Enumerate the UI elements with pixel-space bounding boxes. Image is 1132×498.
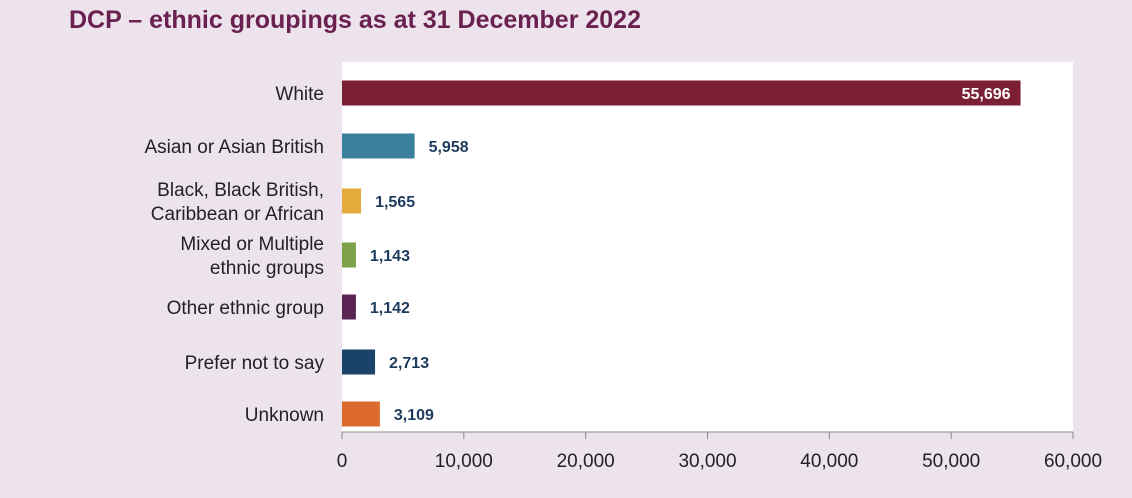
data-label: 5,958: [429, 139, 469, 156]
category-label-line: ethnic groups: [210, 258, 324, 279]
category-label-line: Other ethnic group: [167, 298, 324, 319]
bar: [342, 401, 380, 427]
bar: [342, 188, 362, 214]
category-label: Black, Black British, Caribbean or Africa…: [151, 180, 324, 225]
bar: [342, 294, 356, 320]
x-tick-label: 30,000: [678, 451, 736, 472]
bar: [342, 80, 1021, 106]
category-label-line: Caribbean or African: [151, 204, 324, 225]
data-label: 1,143: [370, 248, 410, 265]
x-tick-label: 0: [337, 451, 348, 472]
x-tick-label: 20,000: [557, 451, 615, 472]
category-label: Other ethnic group: [167, 298, 324, 319]
data-label: 2,713: [389, 355, 429, 372]
data-label: 55,696: [962, 86, 1011, 103]
x-tick-label: 60,000: [1044, 451, 1102, 472]
category-label-line: Black, Black British,: [157, 180, 324, 201]
x-tick-label: 40,000: [800, 451, 858, 472]
x-tick-label: 10,000: [435, 451, 493, 472]
category-label-line: White: [275, 84, 324, 105]
category-label-line: Asian or Asian British: [144, 137, 324, 158]
category-label: Prefer not to say: [185, 353, 325, 374]
category-label: White: [275, 84, 324, 105]
plot-area: [342, 62, 1073, 432]
category-label: Unknown: [245, 405, 324, 426]
category-label-line: Unknown: [245, 405, 324, 426]
category-label: Mixed or Multiple ethnic groups: [180, 234, 324, 279]
data-label: 1,142: [370, 300, 410, 317]
category-label-line: Mixed or Multiple: [180, 234, 324, 255]
data-label: 1,565: [375, 194, 415, 211]
bar: [342, 349, 376, 375]
category-label: Asian or Asian British: [144, 137, 324, 158]
x-tick-label: 50,000: [922, 451, 980, 472]
chart-title: DCP – ethnic groupings as at 31 December…: [69, 6, 641, 34]
data-label: 3,109: [394, 407, 434, 424]
bar: [342, 242, 356, 268]
bar: [342, 133, 415, 159]
category-label-line: Prefer not to say: [185, 353, 325, 374]
